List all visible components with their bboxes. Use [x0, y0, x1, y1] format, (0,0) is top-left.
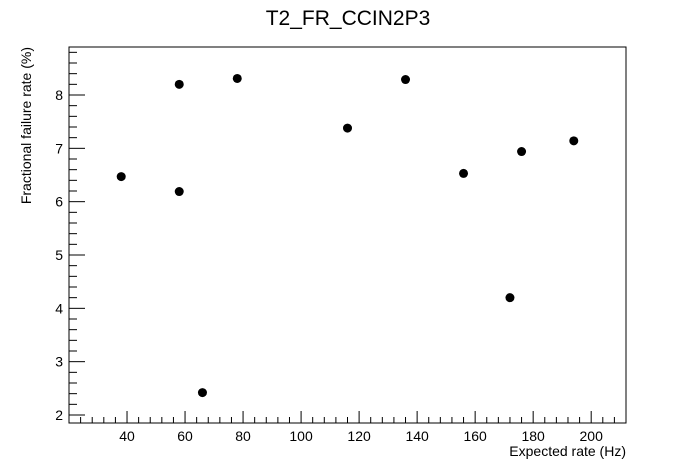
x-tick-label: 40: [119, 428, 135, 444]
x-tick-label: 60: [177, 428, 193, 444]
data-point: [459, 168, 469, 178]
y-axis: 2 3 4 5 6 7 8: [55, 51, 85, 423]
y-tick-label: 7: [55, 140, 63, 156]
x-axis: 40 60 80 100 120 140 160 180 200: [68, 411, 627, 444]
plot-frame: [68, 46, 627, 424]
y-tick-label: 4: [55, 300, 63, 316]
x-axis-title: Expected rate (Hz): [509, 443, 626, 459]
x-tick-label: 160: [463, 428, 487, 444]
data-point: [116, 172, 126, 182]
y-axis-title: Fractional failure rate (%): [18, 47, 34, 204]
data-point: [174, 187, 184, 197]
x-tick-label: 100: [289, 428, 313, 444]
x-tick-label: 140: [405, 428, 429, 444]
data-point: [569, 136, 579, 146]
data-point: [197, 388, 207, 398]
y-tick-label: 5: [55, 247, 63, 263]
x-tick-label: 180: [521, 428, 545, 444]
data-point: [517, 147, 527, 157]
data-point: [505, 293, 515, 303]
chart-title: T2_FR_CCIN2P3: [266, 7, 431, 30]
x-tick-label: 80: [235, 428, 251, 444]
data-point: [343, 123, 352, 133]
y-tick-label: 8: [55, 87, 63, 103]
y-tick-label: 2: [55, 407, 63, 423]
data-points: [116, 73, 579, 398]
y-tick-label: 6: [55, 194, 63, 210]
x-tick-label: 120: [347, 428, 371, 444]
y-tick-label: 3: [55, 354, 63, 370]
data-point: [401, 75, 411, 85]
data-point: [232, 73, 242, 83]
x-tick-label: 200: [580, 428, 604, 444]
data-point: [174, 79, 184, 89]
